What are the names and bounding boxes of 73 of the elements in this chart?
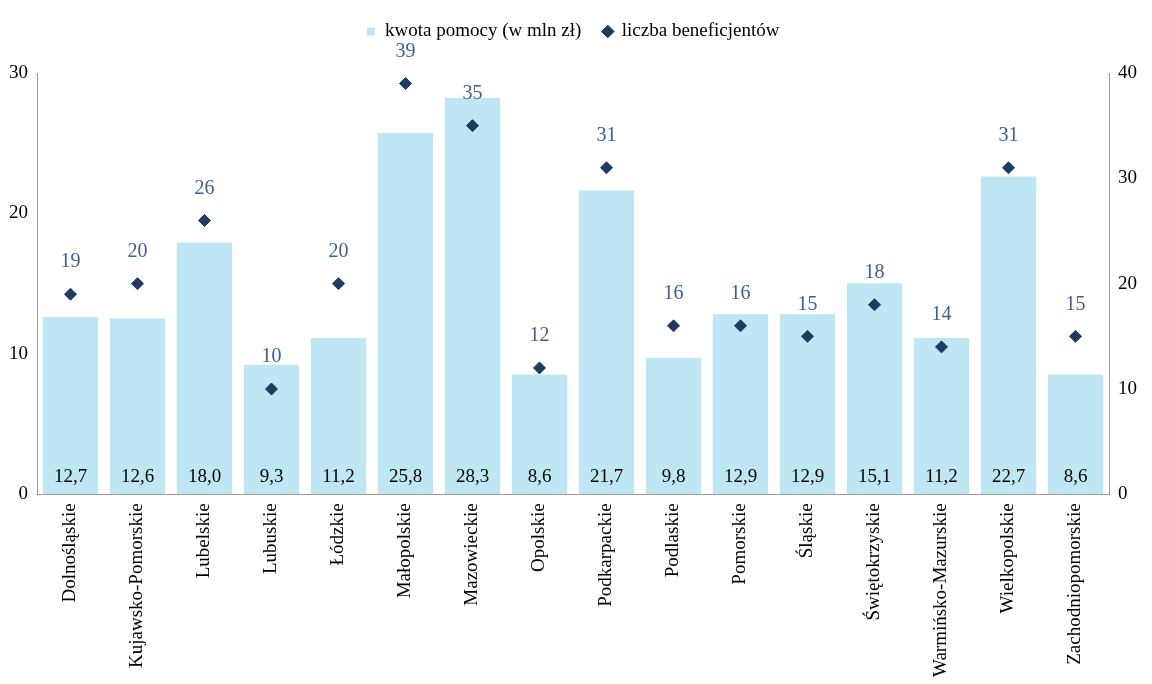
data-label: 18,0 (187, 464, 222, 486)
y2-tick-label: 20 (1118, 271, 1137, 293)
y2-tick-label: 40 (1118, 60, 1137, 82)
y2-tick-label: 10 (1118, 377, 1137, 398)
data-label: 31 (998, 123, 1019, 146)
data-label: 16 (663, 281, 684, 304)
legend-label: liczba beneficjentów (621, 19, 780, 41)
point (332, 277, 345, 291)
point (131, 277, 144, 291)
x-tick-label: Pomorskie (728, 503, 750, 585)
data-label: 35 (462, 80, 483, 103)
x-tick-label: Dolnośląskie (58, 503, 80, 603)
x-tick-label: Lubuskie (259, 503, 281, 575)
point (399, 77, 412, 91)
data-label: 15 (1065, 291, 1086, 314)
data-label: 8,6 (527, 464, 552, 486)
x-tick-label: Świętokrzyskie (862, 503, 884, 621)
x-tick-label: Opolskie (527, 503, 549, 572)
x-tick-label: Mazowieckie (460, 503, 482, 606)
x-tick-label: Łódzkie (326, 503, 348, 566)
data-label: 21,7 (589, 464, 624, 486)
data-label: 18 (864, 260, 885, 282)
data-label: 11,2 (322, 464, 355, 486)
y-tick-label: 10 (9, 341, 28, 363)
point (466, 119, 479, 133)
data-label: 16 (730, 281, 751, 304)
data-label: 31 (596, 123, 617, 146)
data-label: 12,9 (790, 464, 825, 486)
data-label: 22,7 (991, 464, 1026, 486)
point (198, 213, 211, 227)
data-label: 25,8 (388, 464, 423, 486)
point (64, 287, 77, 301)
data-label: 20 (328, 238, 349, 261)
data-label: 28,3 (455, 464, 490, 486)
x-tick-label: Śląskie (795, 503, 817, 559)
y-tick-label: 0 (18, 482, 28, 504)
data-label: 15,1 (857, 464, 892, 486)
data-label: 8,6 (1063, 464, 1088, 486)
y-tick-label: 20 (9, 201, 28, 223)
x-tick-label: Wielkopolskie (996, 503, 1018, 614)
point (533, 361, 546, 375)
point (801, 329, 814, 343)
data-label: 12,7 (53, 464, 88, 486)
data-label: 12 (529, 323, 550, 346)
data-label: 9,8 (661, 464, 686, 486)
point (935, 340, 948, 354)
point (600, 161, 613, 175)
data-label: 14 (931, 302, 952, 325)
data-label: 12,6 (120, 464, 155, 486)
data-label: 10 (261, 344, 282, 367)
data-label: 9,3 (259, 464, 284, 486)
data-label: 15 (797, 291, 818, 314)
data-label: 12,9 (723, 464, 758, 486)
point (265, 382, 278, 396)
data-label: 20 (127, 238, 148, 261)
point (868, 298, 881, 312)
point (667, 319, 680, 333)
x-tick-label: Podlaskie (661, 503, 683, 578)
data-label: 11,2 (925, 464, 958, 486)
point (1002, 161, 1015, 175)
x-tick-label: Warmińsko-Mazurskie (929, 503, 951, 678)
x-tick-label: Zachodniopomorskie (1063, 503, 1085, 665)
point (1069, 329, 1082, 343)
y-tick-label: 30 (9, 60, 28, 82)
x-tick-label: Małopolskie (393, 503, 415, 599)
x-tick-label: Podkarpackie (594, 503, 616, 607)
point (734, 319, 747, 333)
x-tick-label: Lubelskie (192, 503, 214, 579)
data-label: 19 (60, 249, 81, 272)
x-tick-label: Kujawsko-Pomorskie (125, 503, 147, 669)
y2-tick-label: 0 (1118, 482, 1128, 504)
y2-tick-label: 30 (1118, 166, 1137, 188)
data-label: 26 (194, 175, 215, 198)
